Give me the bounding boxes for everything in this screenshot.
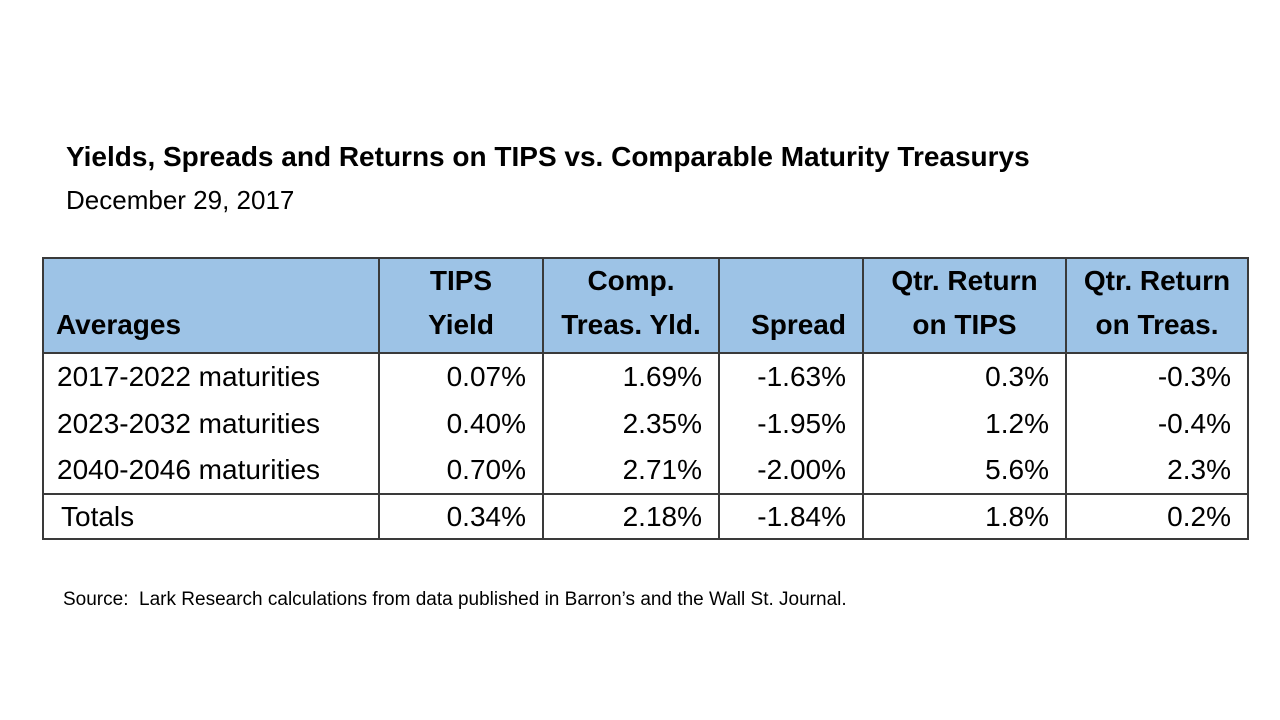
table-cell: 0.3% (862, 353, 1067, 400)
header-averages: Averages (42, 257, 380, 354)
table-cell: 0.70% (378, 447, 544, 494)
header-comp-treas-yld: Comp. Treas. Yld. (542, 257, 720, 354)
table-cell: 1.2% (862, 400, 1067, 447)
header-spread: Spread (718, 257, 864, 354)
table-cell: -1.84% (718, 493, 864, 540)
table-cell: 0.40% (378, 400, 544, 447)
totals-row: Totals 0.34% 2.18% -1.84% 1.8% 0.2% (42, 493, 1249, 540)
header-line: Comp. (587, 265, 675, 296)
totals-label: Totals (42, 493, 380, 540)
header-line: on TIPS (912, 309, 1017, 340)
header-tips-yield: TIPS Yield (378, 257, 544, 354)
table-cell: -0.3% (1065, 353, 1249, 400)
table-cell: 0.2% (1065, 493, 1249, 540)
table-cell: 0.34% (378, 493, 544, 540)
table-header-row: Averages TIPS Yield Comp. Treas. Yld. Sp… (42, 257, 1249, 354)
header-qtr-return-treas: Qtr. Return on Treas. (1065, 257, 1249, 354)
table-row: 2040-2046 maturities 0.70% 2.71% -2.00% … (42, 447, 1249, 494)
header-line: TIPS (429, 265, 493, 296)
table-cell: 1.8% (862, 493, 1067, 540)
table-row: 2017-2022 maturities 0.07% 1.69% -1.63% … (42, 353, 1249, 400)
data-table: Averages TIPS Yield Comp. Treas. Yld. Sp… (42, 257, 1249, 540)
page-title: Yields, Spreads and Returns on TIPS vs. … (66, 141, 1030, 172)
table-row: 2023-2032 maturities 0.40% 2.35% -1.95% … (42, 400, 1249, 447)
table-cell: 2.71% (542, 447, 720, 494)
header-line: Qtr. Return (891, 265, 1038, 296)
header-line: Treas. Yld. (561, 309, 701, 340)
table-cell: -1.95% (718, 400, 864, 447)
header-line: Spread (751, 309, 846, 340)
header-line: on Treas. (1095, 309, 1219, 340)
row-label: 2040-2046 maturities (42, 447, 380, 494)
table-cell: -1.63% (718, 353, 864, 400)
table-cell: 2.3% (1065, 447, 1249, 494)
table-cell: -2.00% (718, 447, 864, 494)
header-line: Qtr. Return (1083, 265, 1231, 296)
table-cell: 0.07% (378, 353, 544, 400)
source-note: Source: Lark Research calculations from … (63, 589, 847, 610)
table-cell: -0.4% (1065, 400, 1249, 447)
table-cell: 5.6% (862, 447, 1067, 494)
row-label: 2023-2032 maturities (42, 400, 380, 447)
page-subtitle: December 29, 2017 (66, 185, 295, 215)
table-cell: 2.35% (542, 400, 720, 447)
row-label: 2017-2022 maturities (42, 353, 380, 400)
header-qtr-return-tips: Qtr. Return on TIPS (862, 257, 1067, 354)
table-cell: 2.18% (542, 493, 720, 540)
header-line: Averages (56, 309, 182, 340)
table-cell: 1.69% (542, 353, 720, 400)
header-line: Yield (428, 309, 494, 340)
